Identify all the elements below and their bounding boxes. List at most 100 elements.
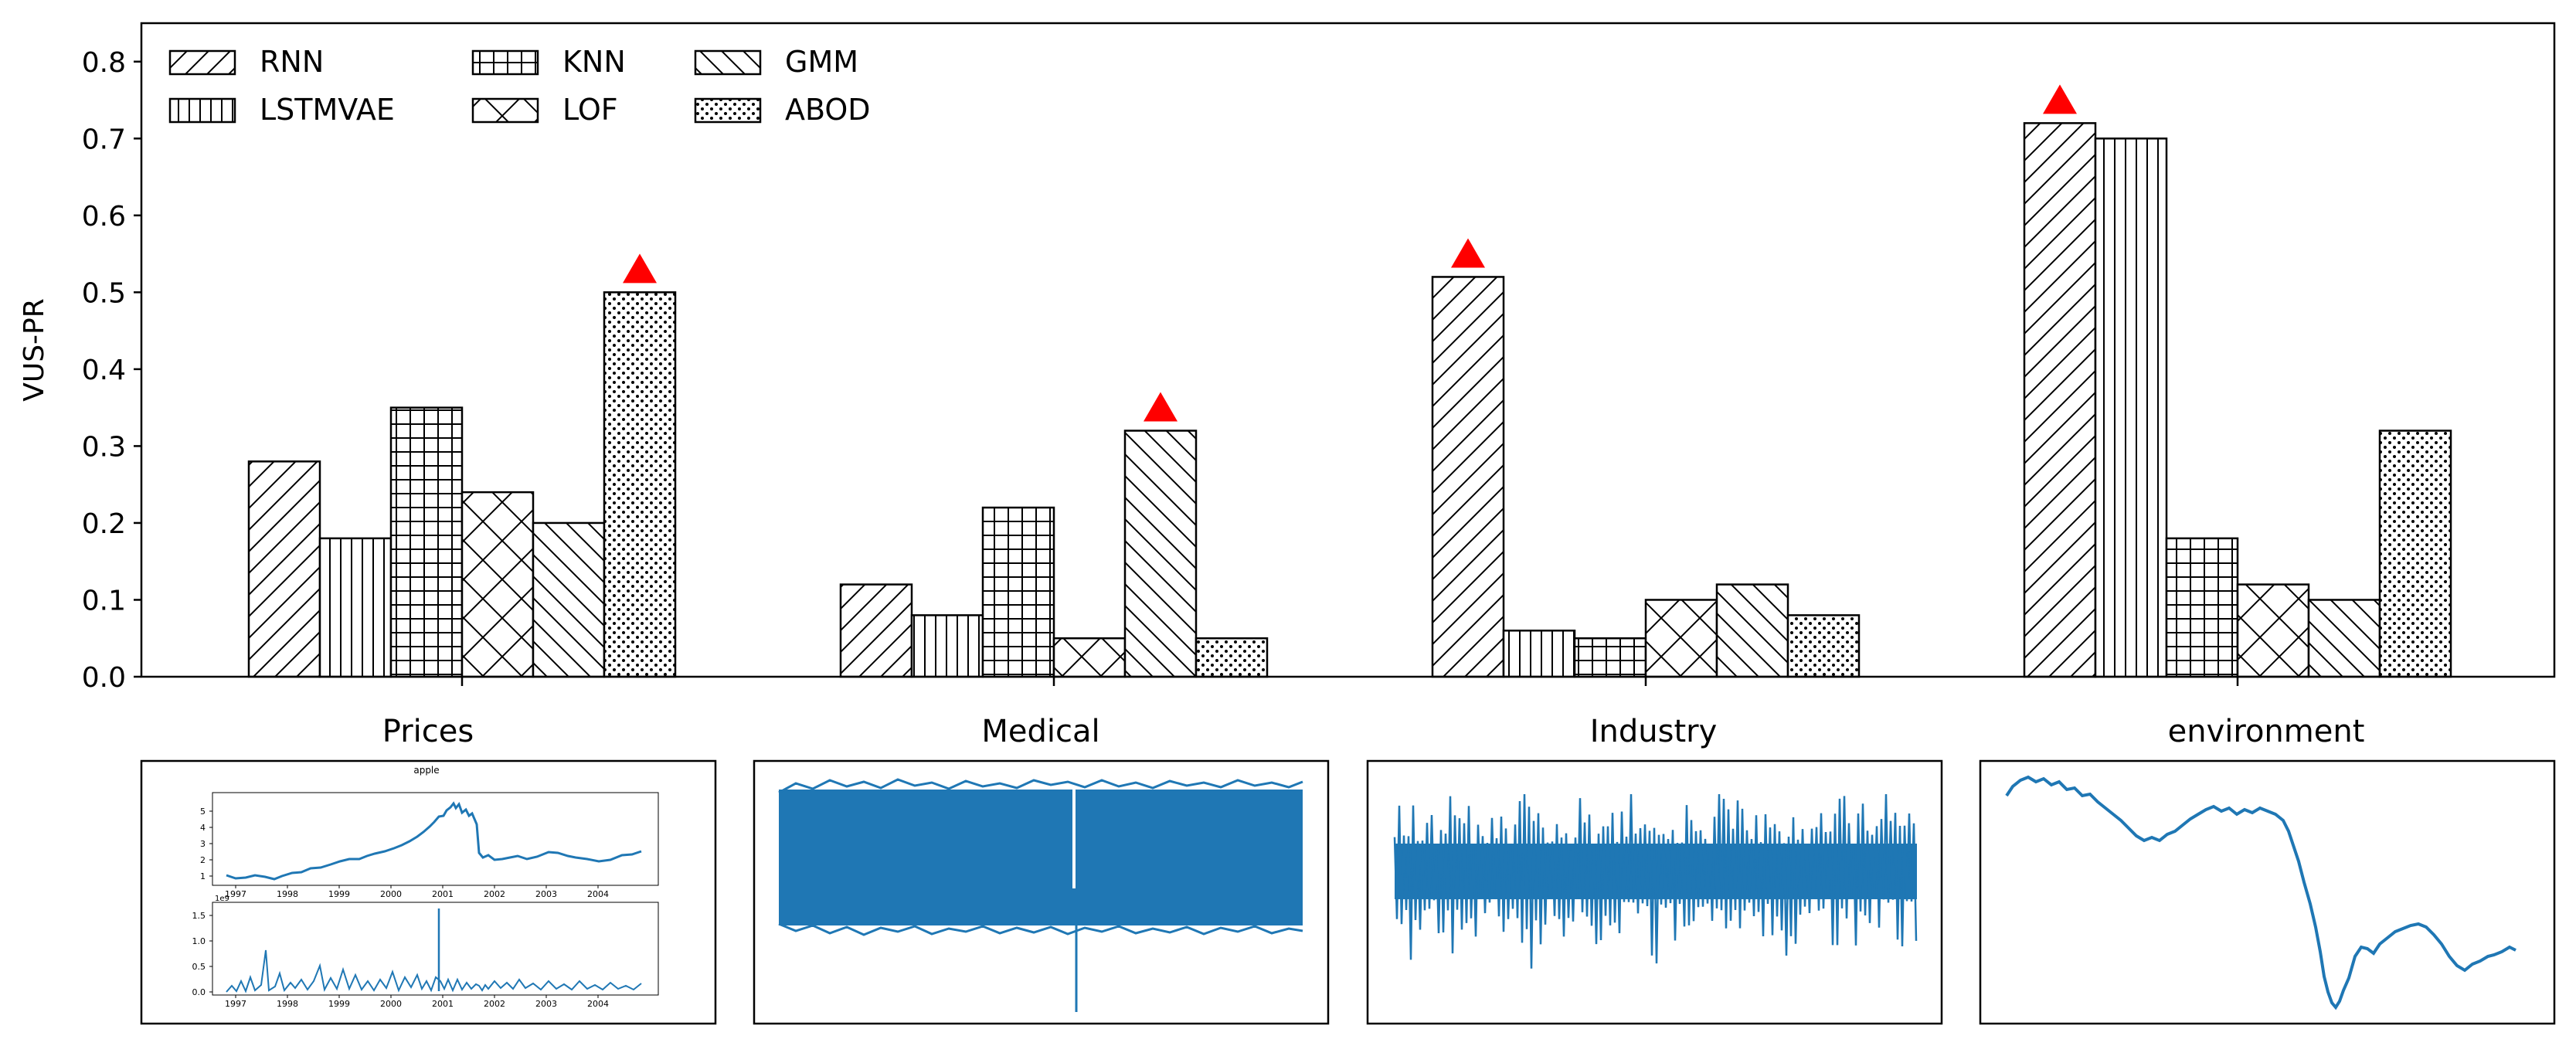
prices-xtick-label: 2003	[535, 999, 557, 1009]
medical-signal-upper-edge	[778, 778, 1303, 794]
y-ticks: 0.0 0.1 0.2 0.3 0.4 0.5 0.6 0.7 0.8	[82, 47, 141, 694]
bar-lstmvae-prices	[318, 537, 393, 678]
bar-gmm-medical	[1123, 430, 1198, 678]
prices-xtick-label: 2003	[535, 889, 557, 899]
prices-bottom-axes	[212, 902, 659, 996]
prices-xtick-label: 1997	[225, 999, 246, 1009]
plot-frame	[140, 22, 2556, 678]
legend-swatch	[471, 49, 539, 76]
prices-volume-line	[226, 949, 642, 993]
legend-label: KNN	[562, 45, 626, 79]
legend-label: LSTMVAE	[260, 93, 395, 127]
prices-xtick-label: 2004	[587, 999, 609, 1009]
prices-bottom-yticks: 0.0 0.5 1.0 1.5	[192, 911, 212, 997]
medical-signal-band	[779, 790, 1303, 925]
thumbnail-frame-environment	[1979, 759, 2556, 1025]
prices-top-axes	[212, 792, 659, 886]
x-ticks	[460, 677, 2239, 686]
bar-abod-industry	[1786, 614, 1861, 678]
y-tick-label: 0.5	[82, 277, 126, 309]
bar-lstmvae-industry	[1502, 630, 1576, 678]
bar-abod-environment	[2378, 430, 2452, 678]
legend-swatch	[471, 97, 539, 124]
environment-signal-line	[2005, 775, 2517, 1010]
best-marker-environment	[2043, 84, 2077, 114]
prices-inner-title: apple	[413, 765, 439, 776]
prices-price-line	[226, 801, 642, 881]
y-tick-label: 0.3	[82, 431, 126, 463]
best-markers	[623, 84, 2077, 422]
bar-gmm-industry	[1715, 583, 1789, 678]
y-tick-label: 0.0	[82, 662, 126, 694]
prices-xticks: 1997 1997 1998 1998 1999 1999 2000 2000 2001 2001…	[225, 885, 609, 1009]
legend-item-lstmvae: LSTMVAE	[168, 93, 395, 127]
legend-label: LOF	[562, 93, 618, 127]
bar-knn-prices	[389, 406, 464, 678]
best-marker-industry	[1451, 238, 1485, 268]
prices-bottom-exponent: 1e9	[215, 895, 229, 903]
bar-lstmvae-environment	[2094, 138, 2168, 678]
prices-top-yticks: 1 2 3 4 5	[200, 807, 212, 881]
prices-bottom-ytick-label: 1.0	[192, 936, 206, 946]
prices-top-ytick-label: 1	[200, 871, 206, 881]
bar-lof-environment	[2236, 583, 2310, 678]
y-tick-label: 0.1	[82, 585, 126, 616]
prices-xtick-label: 2001	[432, 999, 454, 1009]
legend-swatch	[168, 97, 236, 124]
legend-swatch	[694, 97, 762, 124]
y-axis-label: VUS-PR	[19, 298, 50, 402]
bar-knn-environment	[2165, 537, 2239, 678]
bar-gmm-prices	[532, 521, 606, 678]
thumbnails: Prices apple 1 2 3 4 5 0.0 0.5 1.0 1.5 1e9 1997…	[140, 714, 2556, 1025]
y-tick-label: 0.6	[82, 201, 126, 233]
bar-knn-industry	[1573, 637, 1647, 678]
bar-lof-prices	[460, 491, 535, 678]
bars	[247, 122, 2452, 678]
prices-bottom-ytick-label: 0.5	[192, 962, 206, 972]
y-tick-label: 0.2	[82, 508, 126, 540]
prices-xtick-label: 2001	[432, 889, 454, 899]
prices-xtick-label: 1998	[277, 999, 298, 1009]
bar-abod-medical	[1195, 637, 1269, 678]
prices-top-ytick-label: 2	[200, 855, 206, 865]
legend-item-gmm: GMM	[694, 45, 858, 79]
legend-item-knn: KNN	[471, 45, 626, 79]
industry-thumbnail-content	[1393, 793, 1918, 969]
y-tick-label: 0.8	[82, 47, 126, 79]
bar-rnn-industry	[1431, 276, 1505, 678]
legend-swatch	[168, 49, 236, 76]
prices-xtick-label: 2002	[484, 889, 505, 899]
prices-xtick-label: 2002	[484, 999, 505, 1009]
bar-rnn-environment	[2023, 122, 2097, 678]
legend-swatch	[694, 49, 762, 76]
legend-item-rnn: RNN	[168, 45, 324, 79]
legend-item-abod: ABOD	[694, 93, 871, 127]
bar-abod-prices	[603, 291, 677, 678]
prices-bottom-ytick-label: 0.0	[192, 987, 206, 997]
y-tick-label: 0.4	[82, 355, 126, 386]
prices-top-ytick-label: 3	[200, 839, 206, 849]
y-tick-label: 0.7	[82, 124, 126, 155]
bar-lof-medical	[1052, 637, 1127, 678]
prices-top-ytick-label: 4	[200, 823, 206, 833]
prices-xtick-label: 1998	[277, 889, 298, 899]
prices-xtick-label: 2004	[587, 889, 609, 899]
prices-xtick-label: 1999	[328, 999, 350, 1009]
best-marker-medical	[1144, 392, 1178, 422]
environment-thumbnail-content	[2005, 775, 2517, 1010]
best-marker-prices	[623, 253, 657, 284]
prices-xtick-label: 2000	[380, 999, 402, 1009]
prices-bottom-ytick-label: 1.5	[192, 911, 206, 921]
thumbnail-title-medical: Medical	[981, 714, 1099, 749]
thumbnail-title-industry: Industry	[1590, 714, 1718, 749]
bar-lstmvae-medical	[910, 614, 984, 678]
prices-xtick-label: 1999	[328, 889, 350, 899]
legend-label: ABOD	[785, 93, 871, 127]
legend-label: RNN	[260, 45, 324, 79]
bar-knn-medical	[981, 506, 1055, 678]
bar-rnn-medical	[839, 583, 913, 678]
bar-lof-industry	[1644, 599, 1718, 678]
prices-xtick-label: 2000	[380, 889, 402, 899]
